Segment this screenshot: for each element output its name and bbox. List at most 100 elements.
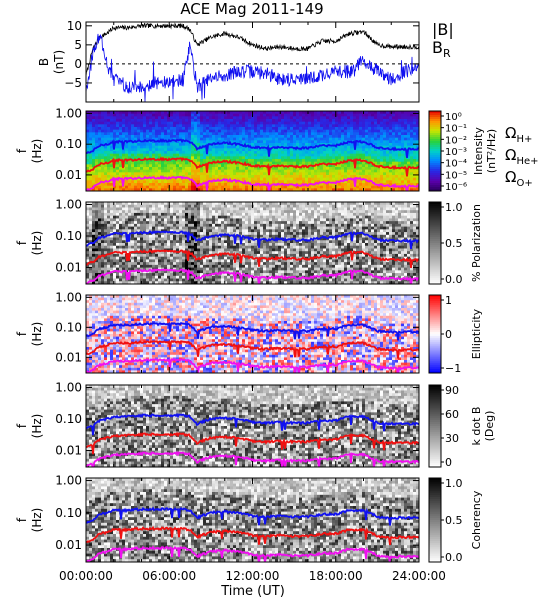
spectrogram-cell xyxy=(89,245,93,249)
spectrogram-cell xyxy=(344,159,348,163)
spectrogram-cell xyxy=(128,221,132,225)
spectrogram-cell xyxy=(308,148,312,152)
spectrogram-cell xyxy=(134,264,138,268)
spectrogram-cell xyxy=(215,124,219,128)
spectrogram-cell xyxy=(191,124,195,128)
spectrogram-cell xyxy=(296,159,300,163)
spectrogram-cell xyxy=(176,153,180,157)
spectrogram-cell xyxy=(113,124,117,128)
spectrogram-cell xyxy=(149,212,153,217)
spectrogram-cell xyxy=(119,180,123,184)
spectrogram-cell xyxy=(275,180,279,184)
spectrogram-cell xyxy=(185,172,189,176)
spectrogram-cell xyxy=(200,116,204,120)
spectrogram-cell xyxy=(95,137,99,141)
spectrogram-cell xyxy=(362,121,366,125)
spectrogram-cell xyxy=(209,210,213,214)
spectrogram-cell xyxy=(173,210,177,214)
spectrogram-cell xyxy=(341,156,345,160)
spectrogram-cell xyxy=(128,207,132,211)
spectrogram-cell xyxy=(164,218,168,222)
spectrogram-cell xyxy=(206,275,210,279)
spectrogram-cell xyxy=(194,245,198,249)
spectrogram-cell xyxy=(200,161,204,165)
spectrogram-cell xyxy=(185,148,189,152)
spectrogram-cell xyxy=(104,243,108,247)
spectrogram-cell xyxy=(332,111,336,115)
spectrogram-cell xyxy=(398,143,402,147)
spectrogram-cell xyxy=(203,245,207,249)
spectrogram-cell xyxy=(194,127,198,131)
spectrogram-cell xyxy=(104,127,108,131)
spectrogram-cell xyxy=(230,270,234,274)
spectrogram-cell xyxy=(287,148,291,152)
spectrogram-cell xyxy=(206,159,210,163)
spectrogram-cell xyxy=(155,172,159,176)
spectrogram-cell xyxy=(89,135,93,139)
spectrogram-cell xyxy=(323,151,327,155)
spectrogram-cell xyxy=(320,151,324,155)
spectrogram-cell xyxy=(113,172,117,176)
spectrogram-cell xyxy=(197,180,201,184)
spectrogram-cell xyxy=(368,185,372,189)
spectrogram-cell xyxy=(233,267,237,271)
spectrogram-cell xyxy=(215,226,219,230)
spectrogram-cell xyxy=(152,132,156,136)
spectrogram-cell xyxy=(176,218,180,222)
spectrogram-cell xyxy=(176,185,180,189)
spectrogram-cell xyxy=(92,262,96,266)
spectrogram-cell xyxy=(143,129,147,133)
spectrogram-cell xyxy=(137,135,141,139)
spectrogram-cell xyxy=(131,121,135,125)
spectrogram-cell xyxy=(308,188,312,191)
spectrogram-cell xyxy=(167,167,171,171)
spectrogram-cell xyxy=(410,185,414,189)
spectrogram-cell xyxy=(200,121,204,125)
spectrogram-cell xyxy=(290,113,294,117)
spectrogram-cell xyxy=(359,113,363,117)
spectrogram-cell xyxy=(101,202,105,206)
spectrogram-cell xyxy=(215,215,219,219)
spectrogram-cell xyxy=(176,164,180,168)
spectrogram-cell xyxy=(215,113,219,117)
spectrogram-cell xyxy=(158,204,162,208)
spectrogram-cell xyxy=(131,267,135,271)
spectrogram-cell xyxy=(269,183,273,187)
spectrogram-cell xyxy=(140,143,144,147)
spectrogram-cell xyxy=(221,221,225,225)
spectrogram-cell xyxy=(176,161,180,165)
spectrogram-cell xyxy=(116,278,120,282)
spectrogram-cell xyxy=(311,172,315,176)
spectrogram-cell xyxy=(119,161,123,165)
spectrogram-cell xyxy=(209,164,213,168)
spectrogram-cell xyxy=(149,116,153,120)
spectrogram-cell xyxy=(218,275,222,279)
spectrogram-cell xyxy=(188,111,192,115)
spectrogram-cell xyxy=(194,185,198,189)
spectrogram-cell xyxy=(158,240,162,244)
spectrogram-cell xyxy=(359,164,363,168)
spectrogram-cell xyxy=(218,137,222,141)
spectrogram-cell xyxy=(386,159,390,163)
colorbar-segment xyxy=(429,177,441,180)
spectrogram-cell xyxy=(377,151,381,155)
spectrogram-cell xyxy=(152,264,156,268)
spectrogram-cell xyxy=(98,234,102,238)
spectrogram-cell xyxy=(149,153,153,157)
spectrogram-cell xyxy=(185,237,189,241)
spectrogram-cell xyxy=(362,183,366,187)
spectrogram-cell xyxy=(92,232,96,236)
spectrogram-cell xyxy=(179,245,183,249)
spectrogram-cell xyxy=(230,212,234,217)
spectrogram-cell xyxy=(245,161,249,165)
spectrogram-cell xyxy=(95,210,99,214)
spectrogram-cell xyxy=(296,188,300,191)
spectrogram-cell xyxy=(302,159,306,163)
spectrogram-cell xyxy=(278,140,282,144)
spectrogram-cell xyxy=(233,124,237,128)
spectrogram-cell xyxy=(212,264,216,268)
spectrogram-cell xyxy=(149,273,153,277)
spectrogram-cell xyxy=(407,180,411,184)
spectrogram-cell xyxy=(185,164,189,168)
spectrogram-cell xyxy=(176,140,180,144)
